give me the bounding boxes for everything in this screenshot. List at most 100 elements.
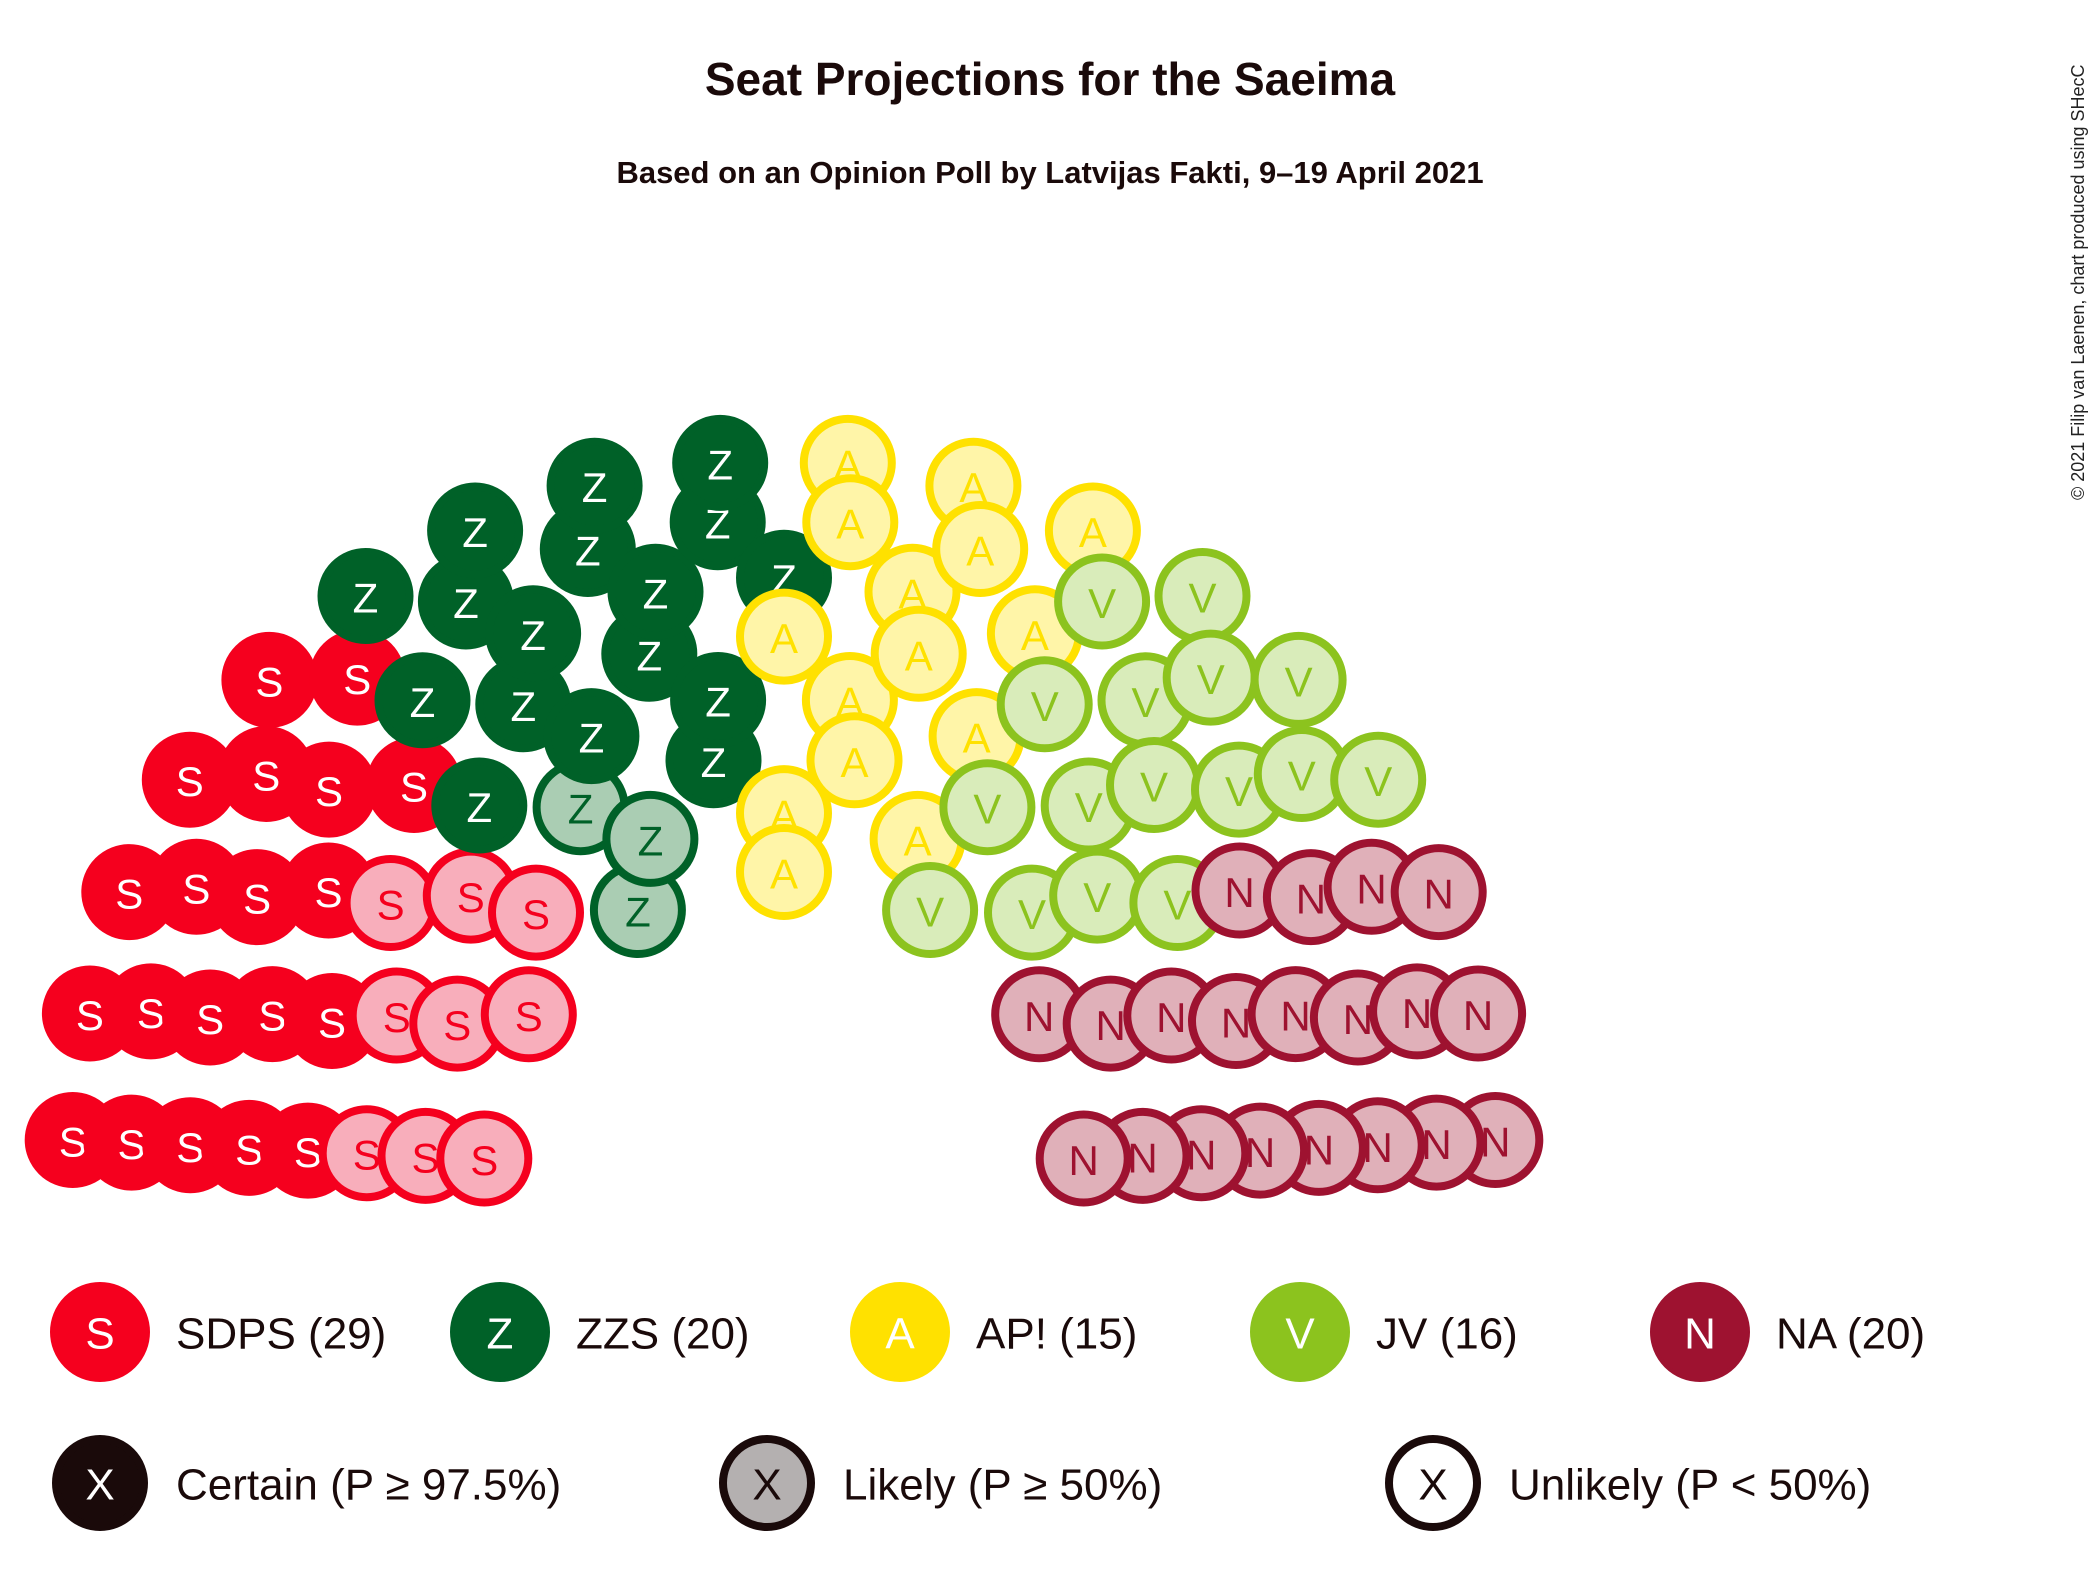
seat-letter: Z: [707, 441, 733, 488]
seat-sdps: [480, 966, 577, 1063]
seat-na: [1035, 1110, 1132, 1207]
seat-jv: [939, 759, 1036, 856]
seat-letter: V: [1140, 764, 1168, 811]
seat-letter: Z: [625, 889, 651, 936]
seat-letter: N: [1127, 1134, 1157, 1181]
seat-letter: S: [255, 658, 283, 705]
seat-letter: V: [973, 786, 1001, 833]
seat-letter: Z: [520, 612, 546, 659]
seat-letter: Z: [453, 580, 479, 627]
seat-zzs: [485, 585, 582, 682]
legend-swatch-letter: V: [1285, 1310, 1315, 1359]
seat-letter: S: [470, 1137, 498, 1184]
seat-letter: S: [443, 1002, 471, 1049]
seat-letter: Z: [705, 679, 731, 726]
seat-letter: N: [1424, 871, 1454, 918]
seat-letter: Z: [510, 683, 536, 730]
seat-letter: N: [1245, 1129, 1275, 1176]
seat-letter: S: [411, 1134, 439, 1181]
seat-letter: V: [1163, 882, 1191, 929]
legend-swatch-letter: A: [885, 1310, 915, 1359]
seat-letter: Z: [353, 575, 379, 622]
seat-zzs: [317, 548, 414, 644]
seat-letter: N: [1363, 1124, 1393, 1171]
seat-letter: A: [963, 715, 991, 762]
probability-swatch-letter: X: [85, 1461, 114, 1510]
legend-swatch-na: [1650, 1282, 1750, 1382]
seat-letter: N: [1421, 1121, 1451, 1168]
legend-swatch-letter: S: [85, 1310, 114, 1359]
probability-swatch: [1385, 1435, 1481, 1531]
seat-letter: A: [1021, 612, 1049, 659]
seat-letter: N: [1304, 1126, 1334, 1173]
seat-letter: N: [1024, 993, 1054, 1040]
probability-label: Unlikely (P < 50%): [1509, 1461, 1871, 1510]
seat-letter: S: [515, 993, 543, 1040]
legend-label: NA (20): [1776, 1310, 1925, 1359]
seat-letter: V: [1188, 575, 1216, 622]
seat-sdps: [436, 1110, 533, 1207]
seat-letter: S: [457, 874, 485, 921]
seat-letter: S: [343, 656, 371, 703]
seat-letter: V: [1197, 656, 1225, 703]
seat-jv: [882, 862, 979, 958]
seat-letter: S: [182, 865, 210, 912]
seat-letter: S: [315, 768, 343, 815]
seat-zzs: [602, 790, 699, 887]
probability-label: Certain (P ≥ 97.5%): [176, 1461, 561, 1510]
seat-ap: [736, 588, 832, 685]
seat-letter: S: [377, 882, 405, 929]
legend-label: AP! (15): [976, 1310, 1137, 1359]
seat-letter: V: [1018, 891, 1046, 938]
seat-letter: S: [76, 992, 104, 1039]
seat-zzs: [431, 757, 528, 854]
seat-letter: S: [258, 993, 286, 1040]
seat-letter: N: [1402, 990, 1432, 1037]
seat-letter: Z: [575, 528, 601, 575]
seat-zzs: [374, 652, 471, 749]
seat-letter: S: [115, 871, 143, 918]
seat-letter: V: [1225, 768, 1253, 815]
seat-letter: S: [196, 996, 224, 1043]
seat-letter: Z: [643, 570, 669, 617]
seat-letter: Z: [636, 632, 662, 679]
seat-letter: Z: [410, 679, 436, 726]
seat-letter: N: [1096, 1002, 1126, 1049]
seat-letter: A: [904, 817, 932, 864]
legend-swatch-zzs: [450, 1282, 550, 1382]
seat-letter: V: [916, 889, 944, 936]
seat-letter: S: [400, 764, 428, 811]
seat-letter: S: [137, 990, 165, 1037]
seat-letter: N: [1156, 994, 1186, 1041]
seat-zzs: [672, 414, 769, 511]
seat-jv: [996, 656, 1093, 753]
seat-letter: V: [1131, 679, 1159, 726]
seat-ap: [870, 605, 967, 702]
seat-ap: [806, 712, 903, 809]
seat-na: [1430, 965, 1527, 1062]
seat-letter: V: [1031, 683, 1059, 730]
seat-letter: V: [1083, 874, 1111, 921]
seat-letter: V: [1285, 658, 1313, 705]
seat-sdps: [488, 864, 584, 961]
legend-swatch-ap: [850, 1282, 950, 1382]
seat-letter: S: [353, 1132, 381, 1179]
seat-letter: N: [1343, 996, 1373, 1043]
seat-letter: Z: [466, 784, 492, 831]
seat-jv: [1330, 731, 1427, 828]
seat-letter: S: [522, 891, 550, 938]
seat-letter: S: [243, 876, 271, 923]
seat-letter: S: [235, 1126, 263, 1173]
probability-swatch: [52, 1435, 148, 1531]
seat-letter: Z: [582, 464, 608, 511]
legend-swatch-jv: [1250, 1282, 1350, 1382]
seat-letter: A: [905, 632, 933, 679]
seat-letter: N: [1186, 1132, 1216, 1179]
legend-swatch-sdps: [50, 1282, 150, 1382]
seat-letter: N: [1221, 1000, 1251, 1047]
seat-letter: S: [252, 753, 280, 800]
seat-letter: S: [314, 869, 342, 916]
seat-letter: N: [1280, 993, 1310, 1040]
